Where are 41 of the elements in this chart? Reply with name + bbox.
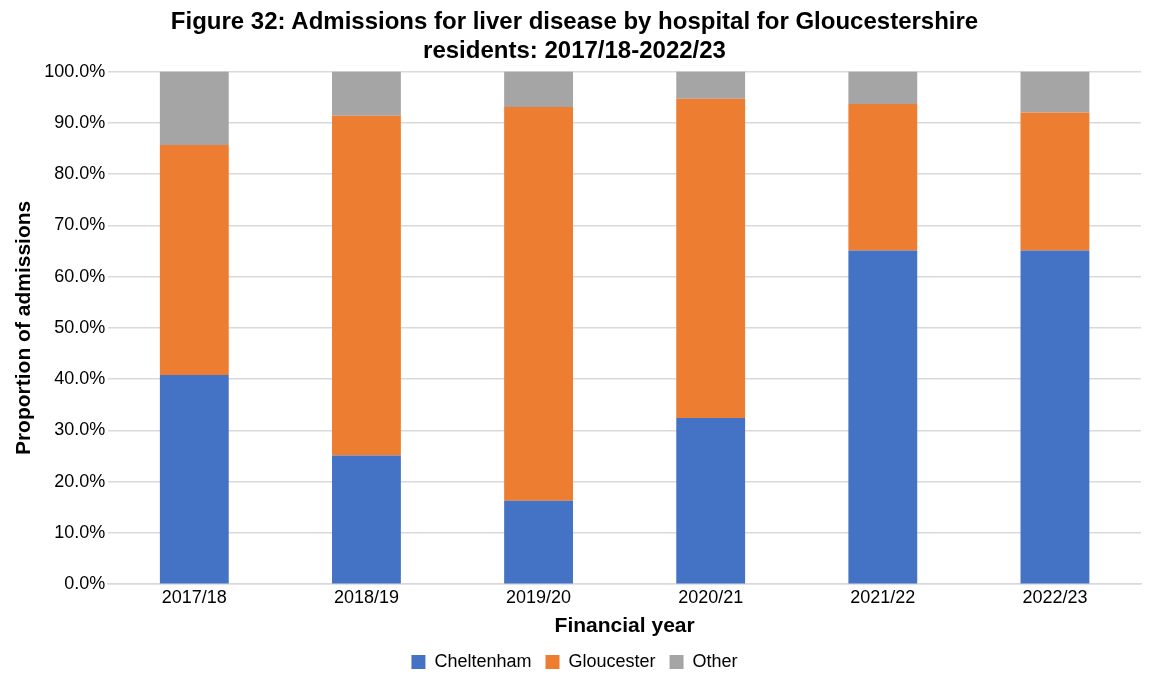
legend-label: Gloucester <box>568 650 656 671</box>
y-tick-label: 50.0% <box>54 316 106 337</box>
bar <box>504 500 573 584</box>
bar <box>159 375 229 584</box>
y-tick-label: 30.0% <box>54 419 106 440</box>
bar <box>848 103 918 251</box>
y-tick-label: 40.0% <box>54 368 106 389</box>
bar <box>676 98 746 419</box>
y-tick-label: 10.0% <box>54 521 106 542</box>
bar <box>848 71 918 104</box>
bar <box>676 71 746 99</box>
bar <box>1020 71 1090 113</box>
y-tick-label: 100.0% <box>44 60 106 81</box>
y-axis-title: Proportion of admissions <box>11 200 35 456</box>
y-tick-label: 20.0% <box>54 470 106 491</box>
bar <box>504 106 573 501</box>
bar <box>159 144 229 376</box>
y-tick-label: 90.0% <box>54 111 106 132</box>
y-tick-label: 80.0% <box>54 163 106 184</box>
bar <box>332 115 401 456</box>
bar <box>848 250 918 584</box>
bar <box>676 418 746 584</box>
bar <box>1020 250 1090 584</box>
y-tick-label: 0.0% <box>64 573 106 594</box>
bar <box>332 455 401 584</box>
bar <box>1020 112 1090 251</box>
bar <box>332 71 401 116</box>
legend-label: Other <box>692 650 738 671</box>
y-tick-label: 60.0% <box>54 265 106 286</box>
x-tick-label: 2019/20 <box>506 586 572 607</box>
x-tick-label: 2017/18 <box>161 586 227 607</box>
x-tick-label: 2021/22 <box>850 586 916 607</box>
x-tick-label: 2018/19 <box>333 586 399 607</box>
x-tick-label: 2022/23 <box>1022 586 1088 607</box>
y-tick-label: 70.0% <box>54 214 106 235</box>
legend-label: Cheltenham <box>434 650 532 671</box>
x-axis-title: Financial year <box>554 613 695 637</box>
bar <box>159 71 229 145</box>
chart-title: Figure 32: Admissions for liver disease by hospital for Gloucestershire residents: 2017/18-2022/23 <box>170 7 979 63</box>
bar <box>504 71 573 107</box>
x-tick-label: 2020/21 <box>678 586 744 607</box>
